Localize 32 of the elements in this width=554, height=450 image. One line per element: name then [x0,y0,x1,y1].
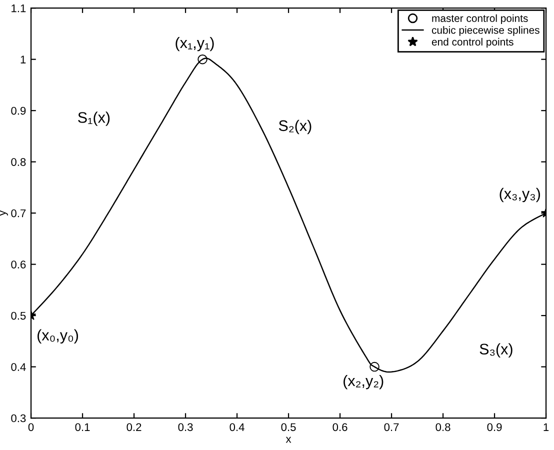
y-tick-label: 0.6 [11,260,26,268]
annotation: (x₀,y₀) [38,329,78,344]
y-tick-label: 0.9 [11,106,26,115]
y-tick-label: 0.5 [11,312,26,320]
x-tick-label: 0 [28,423,34,432]
x-tick-label: 0.3 [178,423,193,432]
y-tick-label: 1 [20,56,26,64]
legend-label: cubic piecewise splines [432,26,540,36]
annotation: (x₂,y₂) [344,374,384,390]
legend-label: master control points [432,14,528,24]
x-tick-label: 1 [544,423,549,431]
x-tick-label: 0.5 [281,423,296,432]
annotation: S₂(x) [278,120,312,134]
y-tick-label: 0.8 [11,158,26,166]
x-tick-label: 0.2 [126,423,142,432]
y-axis-title: y [0,210,8,216]
annotation: S₁(x) [78,112,110,126]
x-tick-label: 0.8 [436,423,450,432]
x-axis-title: x [286,436,292,443]
legend-label: end control points [432,38,514,48]
x-tick-label: 0.4 [230,423,244,432]
y-tick-label: 0.3 [11,414,26,422]
x-tick-label: 0.9 [487,423,502,432]
x-tick-label: 0.7 [384,423,399,432]
annotation: (x₁,y₁) [176,36,214,52]
annotation: (x₃,y₃) [500,188,540,202]
y-tick-label: 0.7 [11,209,26,218]
y-tick-label: 1.1 [12,4,26,12]
x-tick-label: 0.1 [75,423,90,432]
x-tick-label: 0.6 [332,423,348,432]
y-tick-label: 0.4 [11,363,26,371]
annotation: S₃(x) [480,343,512,358]
